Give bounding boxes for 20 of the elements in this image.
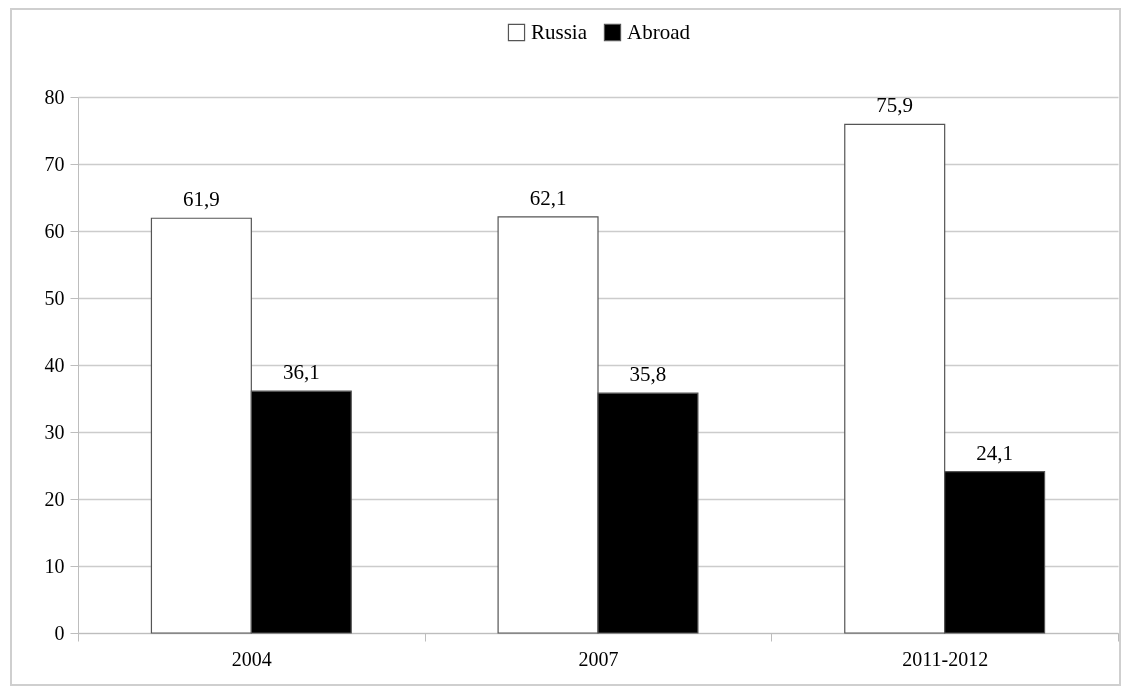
y-tick-label: 20 [44, 487, 65, 510]
x-tick-label: 2007 [578, 647, 619, 670]
data-label: 24,1 [976, 440, 1013, 465]
y-tick-label: 80 [44, 85, 65, 108]
data-label: 75,9 [876, 93, 914, 118]
y-tick-label: 70 [44, 152, 65, 175]
y-tick-label: 30 [44, 420, 65, 443]
legend-label: Russia [531, 19, 588, 44]
y-tick-label: 10 [44, 554, 65, 577]
y-tick-label: 40 [44, 353, 65, 376]
x-tick-label: 2011-2012 [902, 647, 989, 670]
x-tick-label: 2004 [231, 647, 272, 670]
data-label: 61,9 [183, 187, 220, 212]
y-tick-label: 60 [44, 219, 65, 242]
data-label: 36,1 [282, 360, 320, 385]
legend-label: Abroad [627, 19, 691, 44]
data-label: 62,1 [529, 185, 567, 210]
y-tick-label: 0 [54, 621, 65, 644]
data-label: 35,8 [629, 362, 667, 387]
y-tick-label: 50 [44, 286, 65, 309]
